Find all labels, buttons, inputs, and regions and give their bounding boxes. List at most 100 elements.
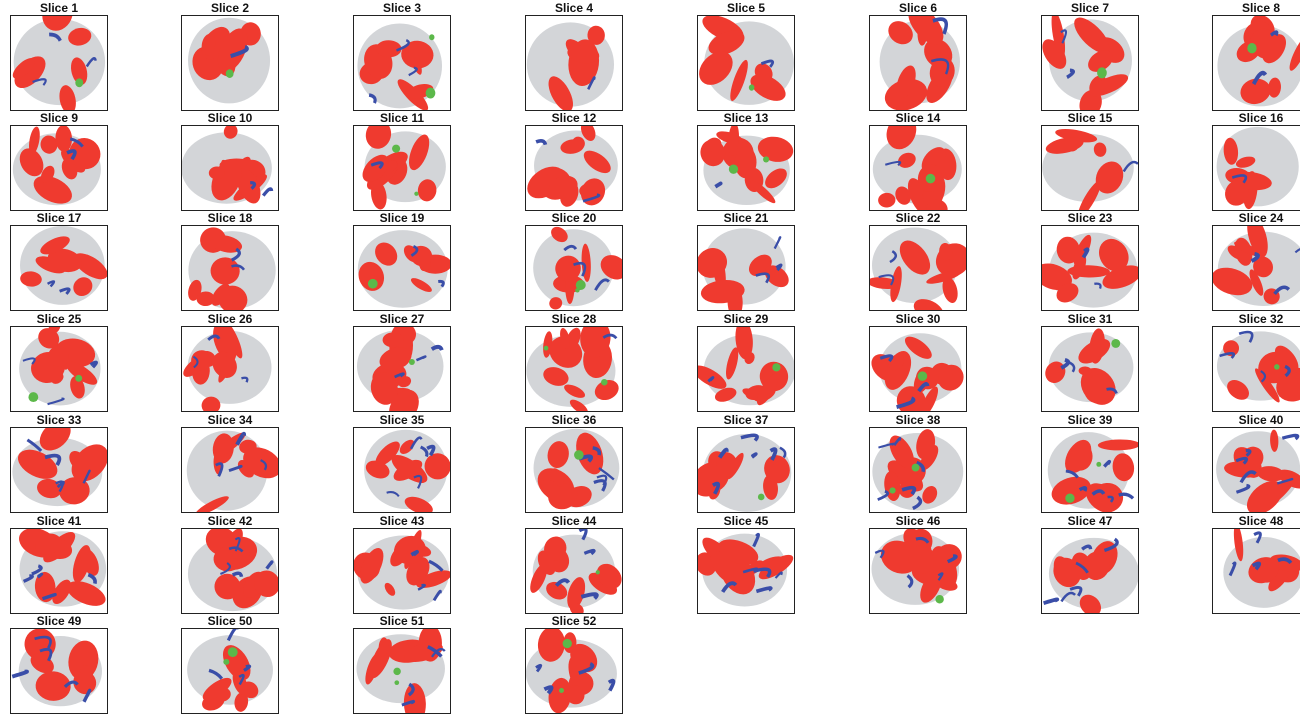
slice-image	[181, 326, 279, 412]
blue-region	[430, 344, 444, 351]
slice-title: Slice 39	[1067, 413, 1113, 427]
blue-region	[265, 560, 274, 570]
slice-panel: Slice 51	[353, 615, 451, 714]
red-region	[1268, 565, 1291, 592]
red-region	[362, 154, 389, 182]
segmentation-map	[354, 529, 450, 610]
blue-region	[1281, 433, 1300, 441]
green-region	[574, 450, 584, 460]
segmentation-map	[870, 227, 966, 310]
blue-region	[1245, 449, 1252, 457]
blue-region	[31, 564, 43, 576]
green-region	[227, 647, 238, 658]
slice-title: Slice 32	[1238, 312, 1284, 326]
segmentation-map	[187, 529, 278, 612]
blue-region	[431, 648, 446, 658]
blue-region	[11, 669, 29, 679]
blue-region	[596, 474, 608, 486]
blue-region	[774, 571, 783, 579]
segmentation-map	[526, 629, 617, 713]
red-region	[1088, 74, 1129, 97]
blue-region	[219, 562, 231, 575]
red-region	[699, 51, 733, 85]
red-region	[218, 285, 248, 310]
slice-image	[869, 427, 967, 513]
blue-region	[912, 495, 923, 510]
slice-image	[1041, 225, 1139, 311]
blue-region	[69, 137, 84, 148]
blue-region	[368, 93, 377, 104]
red-region	[370, 372, 398, 405]
blue-region	[594, 278, 610, 291]
red-region	[757, 136, 794, 162]
slice-image	[181, 528, 279, 614]
slice-image	[525, 326, 623, 412]
blue-region	[215, 462, 224, 477]
red-region	[73, 277, 93, 297]
red-region	[1084, 374, 1115, 404]
slice-panel: Slice 16	[1212, 112, 1300, 211]
segmentation-map	[187, 629, 273, 712]
red-region	[382, 332, 404, 348]
red-region	[908, 16, 944, 45]
red-region	[1102, 265, 1138, 289]
slice-panel: Slice 15	[1041, 112, 1139, 211]
blue-region	[55, 480, 64, 493]
slice-image	[869, 225, 967, 311]
slice-panel: Slice 34	[181, 413, 279, 513]
slice-panel: Slice 45	[697, 515, 795, 614]
slice-image	[181, 427, 279, 513]
blue-region	[192, 355, 199, 369]
red-region	[243, 447, 278, 479]
green-region	[575, 279, 586, 290]
segmentation-map	[11, 629, 103, 707]
red-region	[890, 266, 902, 303]
blue-region	[438, 279, 445, 288]
red-region	[404, 496, 433, 512]
blue-region	[1060, 357, 1071, 370]
red-region	[209, 235, 243, 253]
slice-title: Slice 36	[551, 413, 597, 427]
blue-region	[1060, 29, 1068, 44]
blue-region	[714, 181, 723, 189]
blue-region	[410, 245, 419, 257]
red-region	[37, 478, 62, 499]
red-region	[69, 138, 101, 170]
red-region	[898, 152, 916, 168]
segmentation-map	[356, 327, 444, 411]
slice-title: Slice 34	[207, 413, 253, 427]
red-region	[705, 137, 722, 152]
blue-region	[235, 431, 247, 446]
blue-region	[554, 578, 571, 587]
blue-region	[261, 187, 274, 197]
red-region	[389, 389, 419, 411]
segmentation-map	[182, 126, 274, 204]
blue-region	[775, 263, 783, 272]
red-region	[750, 74, 786, 101]
slice-panel: Slice 22	[869, 211, 967, 311]
slice-title: Slice 9	[39, 111, 79, 125]
blue-region	[877, 490, 889, 501]
blue-region	[207, 334, 221, 341]
slice-panel: Slice 24	[1212, 212, 1300, 311]
blue-region	[413, 474, 423, 489]
blue-region	[878, 442, 895, 449]
segmentation-map	[1045, 328, 1134, 405]
red-region	[360, 548, 384, 584]
slice-image	[10, 125, 108, 211]
red-region	[1074, 17, 1110, 54]
red-region	[42, 16, 73, 31]
red-region	[1086, 483, 1118, 512]
slice-title: Slice 22	[895, 211, 941, 225]
blue-region	[87, 573, 97, 585]
slice-panel: Slice 28	[525, 313, 623, 412]
blue-region	[901, 485, 917, 496]
red-region	[1289, 35, 1300, 71]
slice-image	[697, 225, 795, 311]
segmentation-map	[871, 333, 964, 411]
red-region	[365, 653, 379, 685]
blue-region	[234, 536, 241, 552]
blue-region	[1231, 174, 1248, 184]
slice-image	[525, 427, 623, 513]
segmentation-map	[699, 16, 794, 105]
